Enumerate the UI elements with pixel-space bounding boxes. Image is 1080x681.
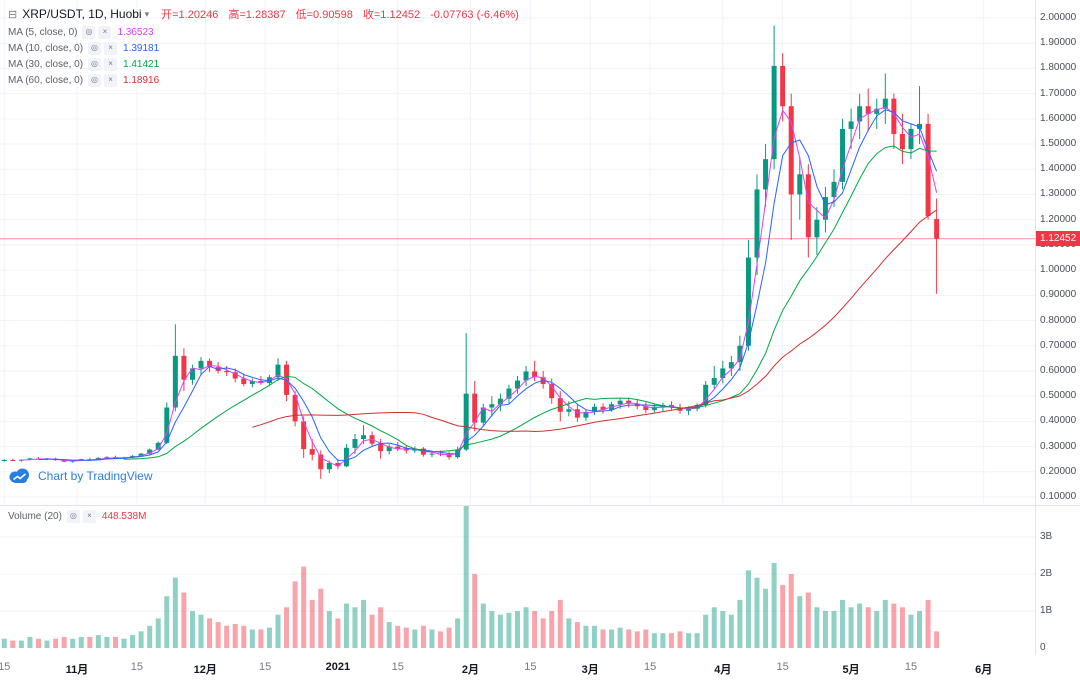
close-icon[interactable]: × bbox=[82, 510, 96, 523]
pane-divider[interactable] bbox=[0, 505, 1080, 506]
price-axis-label: 1.60000 bbox=[1040, 112, 1077, 124]
price-axis-label: 1.70000 bbox=[1040, 87, 1077, 99]
legend: ⊟ XRP/USDT, 1D, Huobi ▾ 开=1.20246 高=1.28… bbox=[8, 5, 526, 89]
volume-axis-label: 0 bbox=[1040, 642, 1046, 653]
indicator-value: 448.538M bbox=[101, 511, 147, 522]
volume-series[interactable] bbox=[1, 505, 940, 648]
price-axis-label: 1.30000 bbox=[1040, 188, 1077, 200]
eye-icon[interactable]: ◎ bbox=[88, 42, 102, 55]
price-axis-label: 1.00000 bbox=[1040, 264, 1077, 276]
price-axis[interactable]: 2.00000 1.90000 1.80000 1.70000 1.60000 1.500… bbox=[1036, 0, 1080, 505]
time-axis-label[interactable]: 15 bbox=[0, 661, 11, 673]
time-axis-label[interactable]: 6月 bbox=[975, 664, 993, 676]
price-axis-label: 0.40000 bbox=[1040, 415, 1077, 427]
indicator-row: Volume (20) ◎ × 448.538M bbox=[8, 509, 146, 524]
indicator-label[interactable]: MA (5, close, 0) bbox=[8, 27, 78, 38]
symbol-title[interactable]: XRP/USDT, 1D, Huobi bbox=[22, 7, 142, 21]
ma-5-line[interactable] bbox=[21, 106, 938, 467]
eye-icon[interactable]: ◎ bbox=[82, 26, 96, 39]
indicator-label[interactable]: Volume (20) bbox=[8, 511, 62, 522]
volume-axis-label: 2B bbox=[1040, 568, 1053, 579]
ma-30-line[interactable] bbox=[123, 145, 937, 460]
attribution-text[interactable]: Chart by TradingView bbox=[38, 469, 153, 483]
price-axis-label: 1.20000 bbox=[1040, 213, 1077, 225]
tradingview-attribution[interactable]: Chart by TradingView bbox=[8, 468, 153, 484]
indicator-value: 1.41421 bbox=[123, 59, 160, 70]
time-axis-label[interactable]: 15 bbox=[130, 661, 143, 673]
volume-axis-label: 3B bbox=[1040, 531, 1053, 542]
time-axis-label[interactable]: 4月 bbox=[714, 664, 732, 676]
grid-lines bbox=[0, 0, 1035, 505]
chevron-down-icon[interactable]: ▾ bbox=[144, 8, 150, 19]
ma-60-line[interactable] bbox=[252, 209, 937, 433]
indicator-row: MA (30, close, 0) ◎ × 1.41421 bbox=[8, 57, 526, 72]
change-value: -0.07763 (-6.46%) bbox=[430, 9, 519, 21]
time-axis-label[interactable]: 11月 bbox=[65, 664, 89, 676]
price-axis-label: 0.10000 bbox=[1040, 491, 1077, 502]
time-axis-label[interactable]: 15 bbox=[524, 661, 537, 673]
time-axis[interactable]: 15 11月 15 12月 15 2021 15 2月 15 3月 15 4月 15 5月 15 6月 bbox=[0, 655, 1080, 681]
open-value: 开=1.20246 bbox=[161, 9, 219, 21]
price-axis-label: 1.50000 bbox=[1040, 138, 1077, 150]
close-icon[interactable]: × bbox=[104, 58, 118, 71]
price-axis-divider bbox=[1035, 0, 1036, 655]
candles-series[interactable] bbox=[1, 25, 940, 479]
eye-icon[interactable]: ◎ bbox=[66, 510, 80, 523]
legend-collapse-icon[interactable]: ⊟ bbox=[8, 8, 18, 21]
price-axis-label: 0.30000 bbox=[1040, 440, 1077, 452]
price-axis-label: 0.70000 bbox=[1040, 339, 1077, 351]
eye-icon[interactable]: ◎ bbox=[88, 58, 102, 71]
eye-icon[interactable]: ◎ bbox=[88, 74, 102, 87]
price-axis-label: 2.00000 bbox=[1040, 12, 1077, 23]
ma-10-line[interactable] bbox=[38, 109, 938, 461]
price-axis-label: 0.90000 bbox=[1040, 289, 1077, 301]
indicator-row: MA (60, close, 0) ◎ × 1.18916 bbox=[8, 73, 526, 88]
price-axis-label: 0.60000 bbox=[1040, 364, 1077, 376]
time-axis-label[interactable]: 15 bbox=[904, 661, 918, 673]
volume-chart[interactable] bbox=[0, 505, 1035, 655]
indicator-value: 1.18916 bbox=[123, 75, 160, 86]
price-axis-label: 0.50000 bbox=[1040, 390, 1077, 402]
close-icon[interactable]: × bbox=[98, 26, 112, 39]
candlestick-chart[interactable] bbox=[0, 0, 1035, 505]
price-axis-label: 1.80000 bbox=[1040, 62, 1077, 74]
indicator-row: MA (5, close, 0) ◎ × 1.36523 bbox=[8, 25, 526, 40]
volume-axis-label: 1B bbox=[1040, 605, 1053, 616]
close-icon[interactable]: × bbox=[104, 74, 118, 87]
ohlc-readout: 开=1.20246 高=1.28387 低=0.90598 收=1.12452 … bbox=[161, 6, 526, 22]
time-axis-label[interactable]: 2月 bbox=[461, 664, 480, 676]
time-axis-label[interactable]: 5月 bbox=[842, 664, 860, 676]
time-axis-label[interactable]: 12月 bbox=[193, 664, 217, 676]
price-axis-label: 1.40000 bbox=[1040, 163, 1077, 175]
current-price-label: 1.12452 bbox=[1036, 230, 1080, 246]
indicator-label[interactable]: MA (60, close, 0) bbox=[8, 75, 84, 86]
price-axis-label: 0.20000 bbox=[1040, 465, 1077, 477]
indicator-value: 1.39181 bbox=[123, 43, 160, 54]
indicator-label[interactable]: MA (30, close, 0) bbox=[8, 59, 84, 70]
tradingview-logo-icon bbox=[9, 468, 29, 483]
close-icon[interactable]: × bbox=[104, 42, 118, 55]
volume-axis[interactable]: 3B 2B 1B 0 bbox=[1036, 505, 1080, 655]
indicator-value: 1.36523 bbox=[117, 27, 154, 38]
time-axis-label[interactable]: 15 bbox=[776, 661, 789, 673]
indicator-row: MA (10, close, 0) ◎ × 1.39181 bbox=[8, 41, 526, 56]
price-axis-label: 1.90000 bbox=[1040, 37, 1077, 49]
time-axis-label[interactable]: 15 bbox=[391, 661, 404, 673]
time-axis-label[interactable]: 15 bbox=[259, 661, 272, 673]
close-value: 收=1.12452 bbox=[362, 9, 421, 21]
time-axis-label[interactable]: 2021 bbox=[325, 661, 351, 673]
price-axis-label: 0.80000 bbox=[1040, 314, 1077, 326]
volume-legend: Volume (20) ◎ × 448.538M bbox=[8, 509, 146, 525]
high-value: 高=1.28387 bbox=[228, 9, 286, 21]
indicator-label[interactable]: MA (10, close, 0) bbox=[8, 43, 84, 54]
low-value: 低=0.90598 bbox=[295, 9, 353, 21]
time-axis-label[interactable]: 3月 bbox=[581, 664, 599, 676]
time-axis-label[interactable]: 15 bbox=[643, 661, 657, 673]
